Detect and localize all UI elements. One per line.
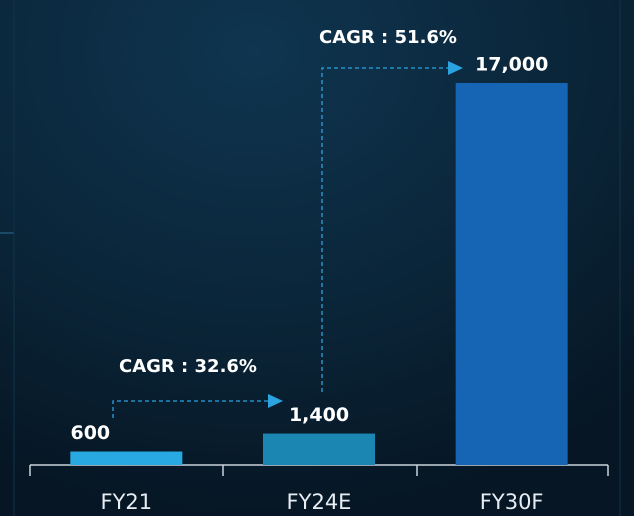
annotation: CAGR : 32.6% [119, 356, 257, 377]
bar [263, 433, 375, 465]
value-label: 1,400 [289, 404, 349, 426]
x-tick-label: FY30F [480, 490, 544, 514]
x-tick-label: FY21 [101, 490, 153, 514]
annotation: CAGR : 51.6% [319, 27, 457, 48]
arrow-head [268, 394, 283, 408]
cagr-arrow [321, 67, 448, 392]
value-label: 17,000 [475, 54, 548, 76]
value-label: 600 [70, 422, 110, 444]
x-tick-label: FY24E [287, 490, 352, 514]
cagr-arrow [112, 400, 268, 418]
bar [70, 451, 183, 465]
bar [455, 83, 568, 465]
arrow-head [448, 61, 463, 75]
